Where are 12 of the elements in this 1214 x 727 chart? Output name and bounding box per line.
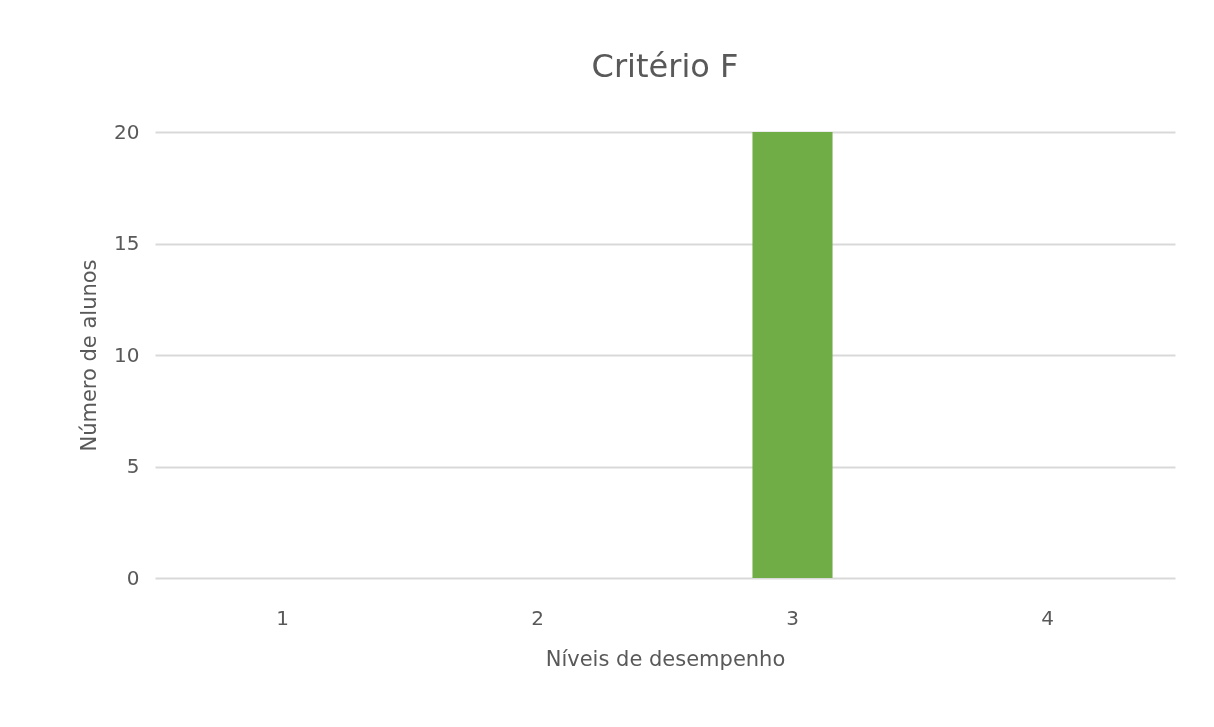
y-tick-label: 0	[126, 565, 140, 590]
x-tick-label: 2	[531, 605, 544, 630]
x-tick-label: 4	[1041, 605, 1054, 630]
y-tick-label: 5	[126, 454, 140, 478]
chart-title: Critério F	[591, 47, 739, 85]
x-axis-title: Níveis de desempenho	[545, 646, 786, 671]
y-axis-title: Número de alunos	[77, 259, 102, 452]
y-tick-label: 10	[114, 342, 140, 367]
y-tick-label: 20	[114, 119, 140, 144]
x-tick-label: 1	[276, 605, 289, 630]
x-tick-label: 3	[786, 605, 799, 630]
y-tick-label: 15	[114, 231, 140, 255]
